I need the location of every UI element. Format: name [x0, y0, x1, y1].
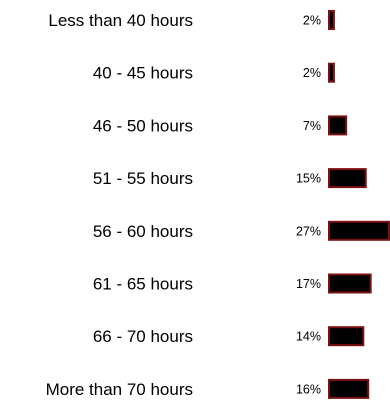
value-label: 15% — [296, 172, 321, 186]
bar — [328, 378, 370, 399]
value-label: 2% — [303, 14, 321, 28]
bar — [328, 220, 390, 241]
value-label: 7% — [303, 119, 321, 133]
category-label: 46 - 50 hours — [93, 116, 193, 135]
bar-row: 66 - 70 hours 14% — [93, 326, 365, 347]
bar — [328, 168, 367, 189]
value-label: 17% — [296, 277, 321, 291]
bar-row: Less than 40 hours 2% — [48, 10, 335, 30]
bar — [328, 273, 372, 294]
value-label: 27% — [296, 224, 321, 238]
bar-row: 56 - 60 hours 27% — [93, 220, 390, 241]
bar — [328, 326, 365, 347]
bar-row: 61 - 65 hours 17% — [93, 273, 372, 294]
bar — [328, 115, 348, 136]
bar — [328, 62, 335, 83]
category-label: Less than 40 hours — [48, 11, 193, 30]
category-label: 56 - 60 hours — [93, 222, 193, 241]
value-label: 16% — [296, 382, 321, 396]
value-label: 2% — [303, 66, 321, 80]
category-label: 51 - 55 hours — [93, 169, 193, 188]
bar-row: More than 70 hours 16% — [46, 378, 370, 399]
value-label: 14% — [296, 330, 321, 344]
category-label: 40 - 45 hours — [93, 64, 193, 83]
category-label: 66 - 70 hours — [93, 327, 193, 346]
category-label: More than 70 hours — [46, 380, 193, 399]
bar — [328, 10, 335, 30]
category-label: 61 - 65 hours — [93, 275, 193, 294]
bar-row: 40 - 45 hours 2% — [93, 62, 335, 83]
bar-row: 46 - 50 hours 7% — [93, 115, 348, 136]
bar-row: 51 - 55 hours 15% — [93, 168, 367, 189]
